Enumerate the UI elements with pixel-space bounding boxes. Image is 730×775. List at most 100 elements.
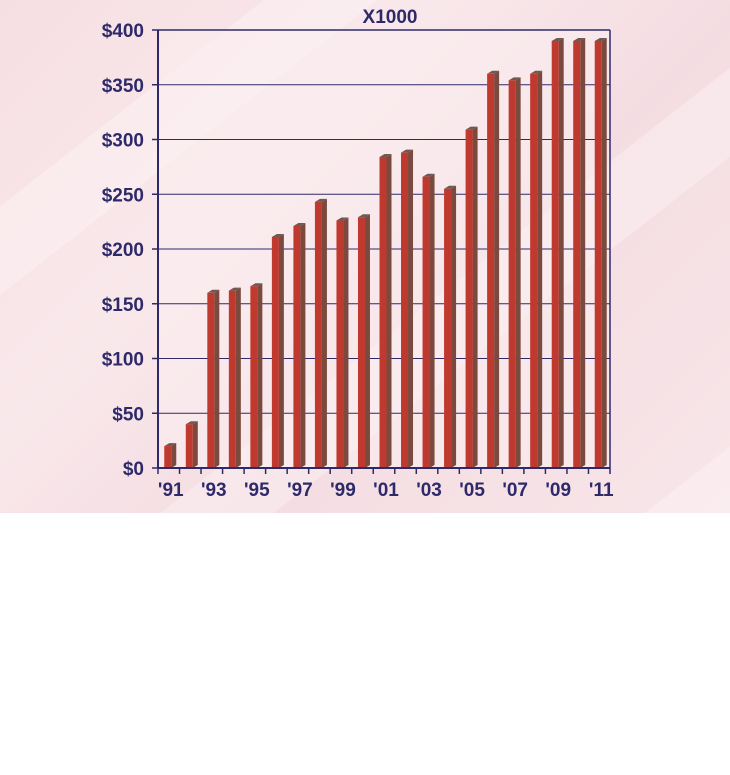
x-tick-label: '07	[502, 480, 528, 501]
y-tick-label: $0	[123, 459, 144, 480]
bar-top-face	[271, 233, 284, 237]
bar-side-face	[494, 70, 500, 469]
bar-front-face	[594, 40, 602, 468]
bar	[185, 421, 198, 468]
bar-top-face	[401, 149, 414, 153]
bar	[508, 77, 521, 469]
bar-side-face	[601, 37, 607, 468]
bar-side-face	[171, 443, 177, 468]
bar	[250, 283, 263, 468]
bar-front-face	[357, 217, 365, 468]
bar-front-face	[530, 73, 538, 469]
bar-front-face	[401, 152, 409, 468]
y-tick-label: $200	[102, 240, 144, 261]
bar-side-face	[192, 421, 198, 468]
bar-side-face	[343, 217, 349, 468]
bar	[336, 217, 349, 468]
bar-top-face	[594, 37, 607, 41]
bar-top-face	[164, 443, 177, 447]
y-tick-label: $250	[102, 185, 144, 206]
bar-front-face	[314, 201, 322, 469]
x-tick-label: '03	[416, 480, 442, 501]
bar-chart: $0 $50 $100 $150 $200 $250 $300 $350 $400 '91 '93 '…	[102, 7, 614, 501]
bar-top-face	[357, 214, 370, 218]
bar-side-face	[321, 198, 327, 469]
bar-side-face	[408, 149, 414, 468]
bar-top-face	[379, 154, 392, 158]
bar-top-face	[422, 173, 435, 177]
bar	[422, 173, 435, 469]
bar	[293, 223, 306, 468]
chart-title: X1000	[363, 7, 418, 28]
bar-side-face	[235, 287, 241, 468]
bar-top-face	[530, 70, 543, 74]
bar-front-face	[508, 80, 516, 469]
bar-front-face	[379, 157, 387, 468]
y-tick-label: $400	[102, 21, 144, 42]
bar-top-face	[551, 37, 564, 41]
bar-top-face	[465, 126, 478, 130]
bar-front-face	[228, 290, 236, 468]
bar-side-face	[386, 154, 392, 468]
bar-side-face	[300, 223, 306, 468]
x-tick-label: '91	[158, 480, 184, 501]
bar	[594, 37, 607, 468]
bar-side-face	[257, 283, 263, 468]
x-tick-label: '97	[287, 480, 313, 501]
bar	[401, 149, 414, 468]
bar-front-face	[250, 286, 258, 468]
bar-side-face	[580, 37, 586, 468]
bar-front-face	[185, 424, 193, 468]
y-tick-label: $50	[112, 404, 144, 425]
bar-front-face	[573, 40, 581, 468]
y-tick-label: $150	[102, 295, 144, 316]
bar-top-face	[185, 421, 198, 425]
bar-side-face	[278, 233, 284, 468]
bar	[228, 287, 241, 468]
bar-front-face	[271, 236, 279, 468]
bar-front-face	[422, 176, 430, 469]
bar-side-face	[537, 70, 543, 469]
bar-side-face	[558, 37, 564, 468]
bar-front-face	[207, 292, 215, 468]
bar-top-face	[336, 217, 349, 221]
bar-side-face	[451, 185, 457, 468]
bar	[465, 126, 478, 469]
bar-front-face	[444, 188, 452, 468]
bar	[207, 289, 220, 468]
bar	[314, 198, 327, 469]
x-tick-label: '99	[330, 480, 356, 501]
bar-side-face	[515, 77, 521, 469]
bar	[573, 37, 586, 468]
bar-front-face	[487, 73, 495, 469]
bar	[357, 214, 370, 468]
bar-side-face	[429, 173, 435, 469]
bar-top-face	[293, 223, 306, 227]
x-tick-label: '11	[589, 480, 614, 501]
bar-front-face	[293, 226, 301, 468]
bar	[271, 233, 284, 468]
bar-front-face	[465, 129, 473, 468]
bar-top-face	[487, 70, 500, 74]
bar-top-face	[444, 185, 457, 189]
bar	[551, 37, 564, 468]
bar-side-face	[364, 214, 370, 468]
bar-top-face	[314, 198, 327, 202]
x-tick-label: '93	[201, 480, 227, 501]
bar-top-face	[250, 283, 263, 287]
bar-front-face	[551, 40, 559, 468]
bar-top-face	[573, 37, 586, 41]
bar-top-face	[508, 77, 521, 81]
bar	[487, 70, 500, 469]
bar	[379, 154, 392, 468]
bar	[164, 443, 177, 468]
bar-top-face	[207, 289, 220, 293]
x-tick-label: '05	[459, 480, 485, 501]
x-tick-label: '09	[545, 480, 571, 501]
x-tick-label: '01	[373, 480, 399, 501]
y-tick-label: $100	[102, 350, 144, 371]
bar-side-face	[214, 289, 220, 468]
bar	[444, 185, 457, 468]
bar-front-face	[336, 220, 344, 468]
bar-side-face	[472, 126, 478, 469]
